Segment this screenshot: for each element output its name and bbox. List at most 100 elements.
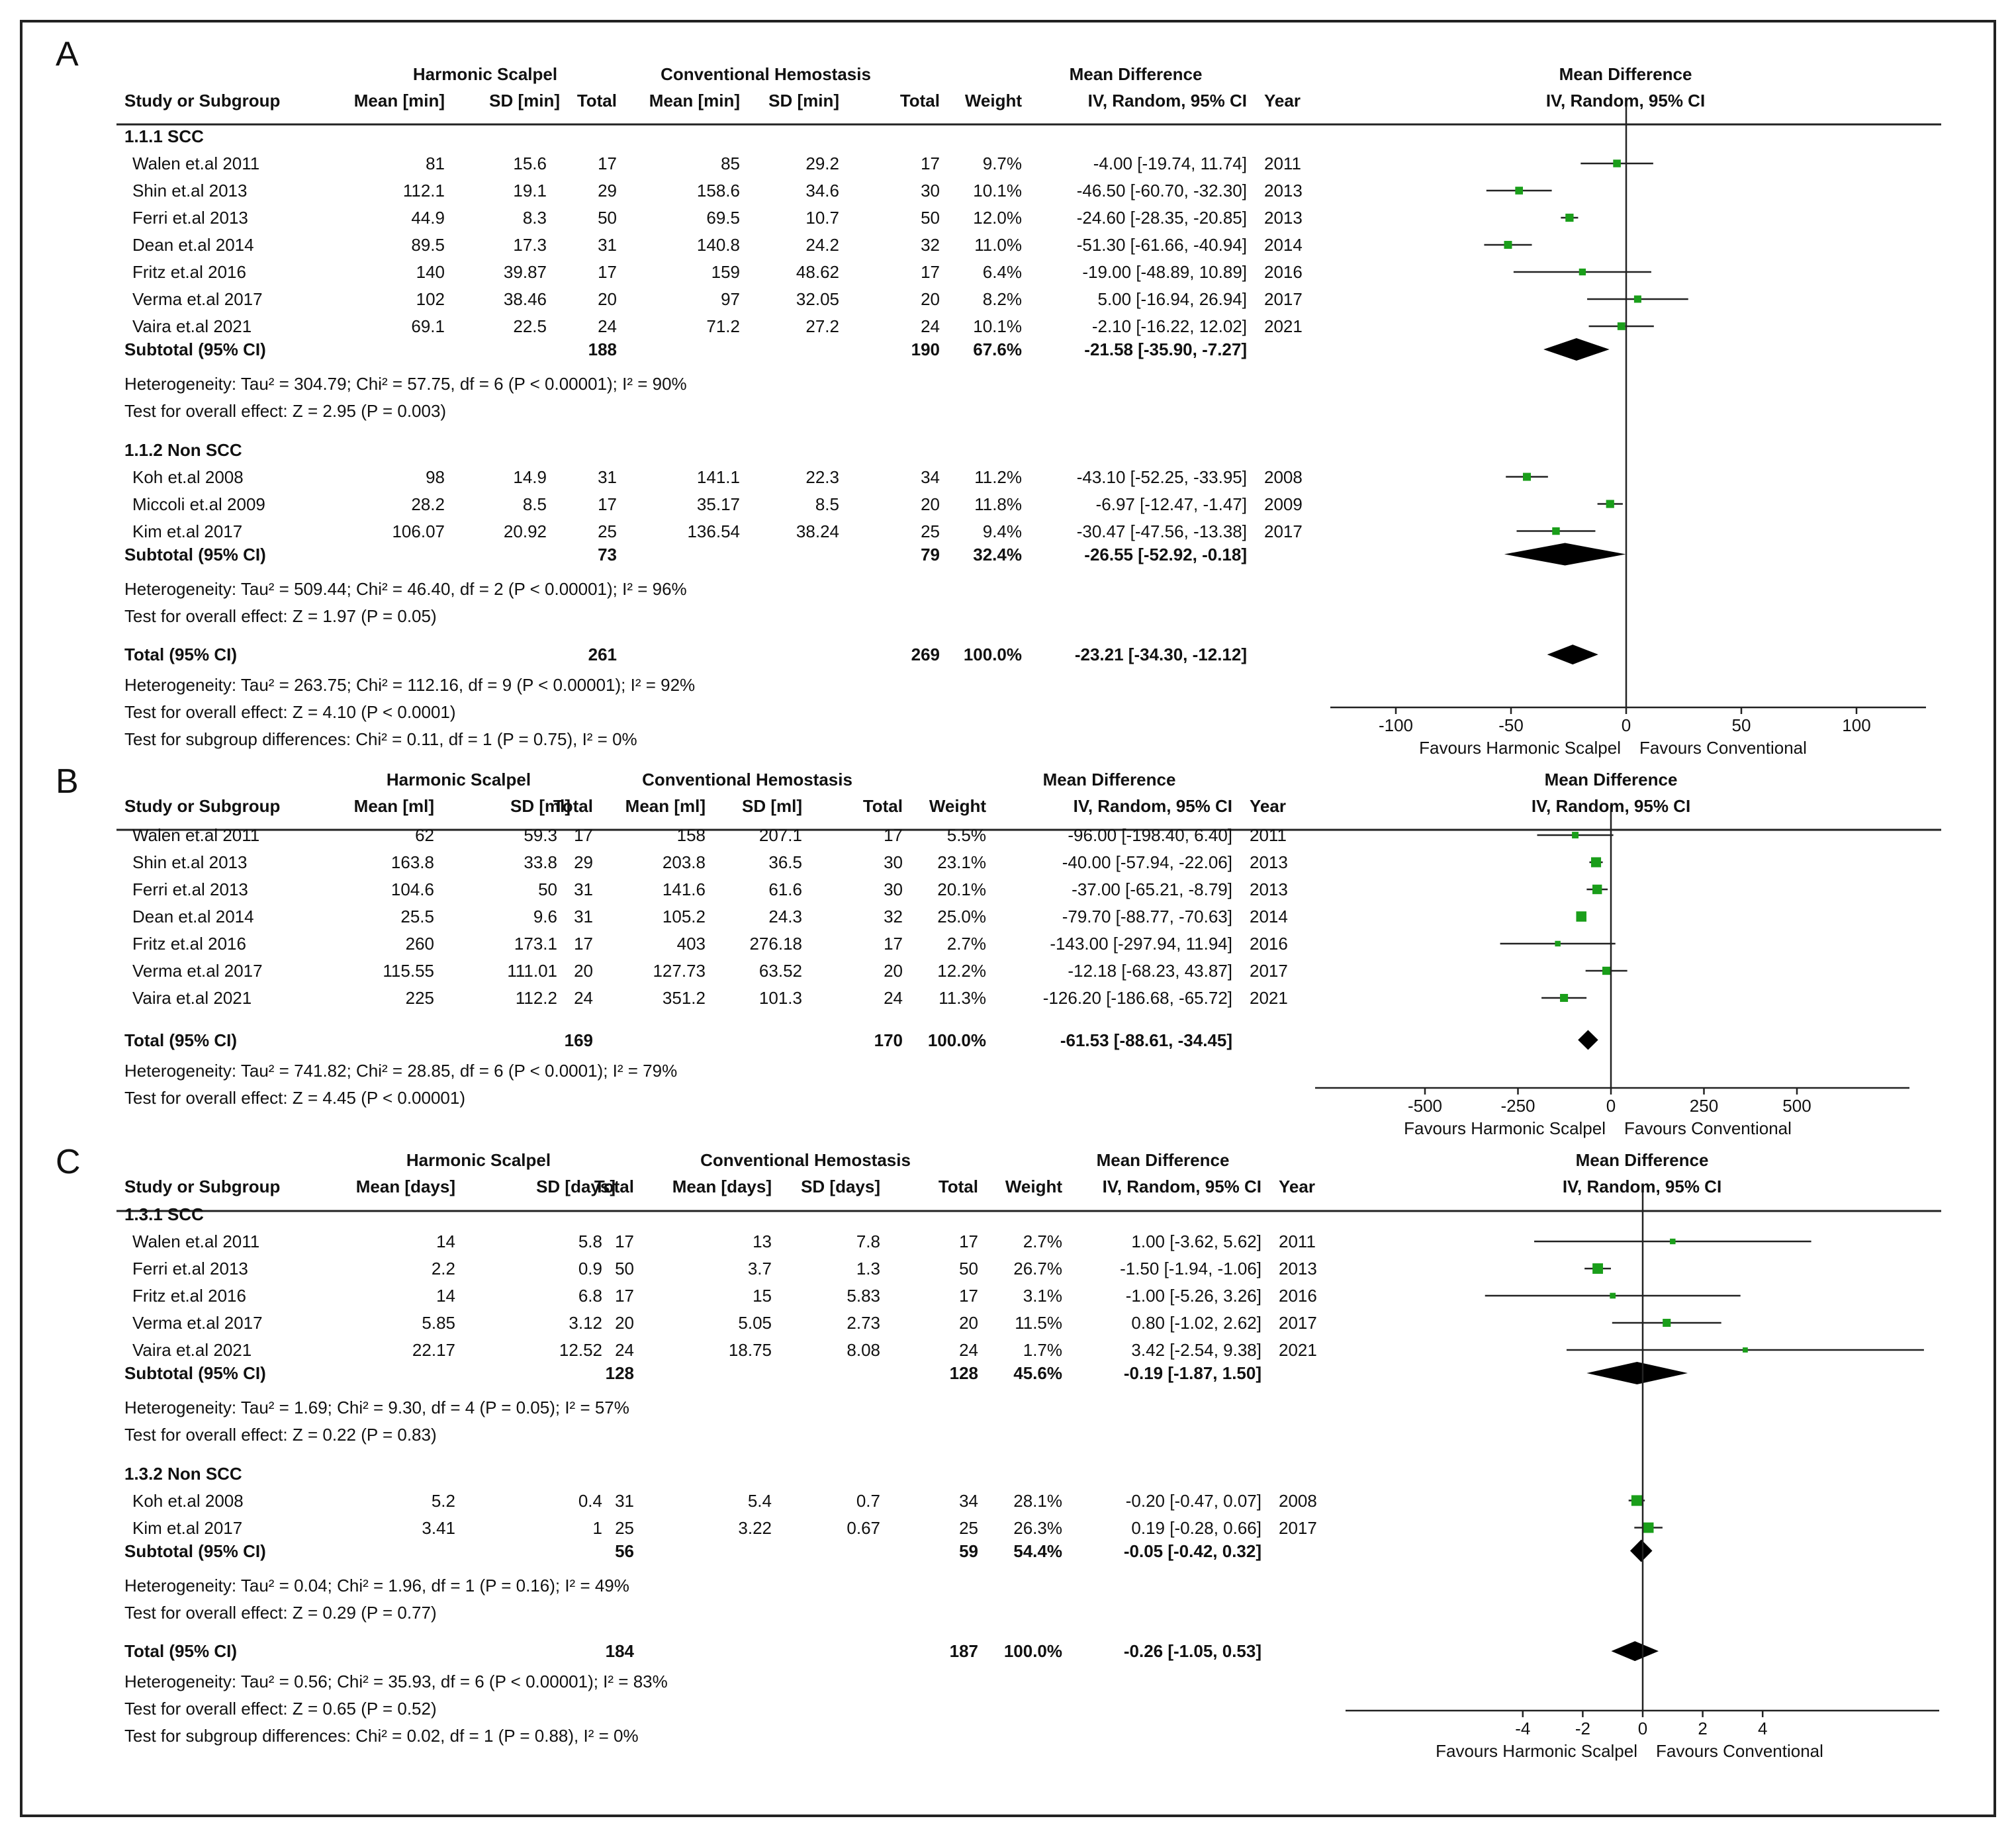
- study-name: Verma et.al 2017: [132, 1313, 263, 1333]
- year-value: 2017: [1250, 961, 1288, 981]
- sd2-value: 38.24: [796, 521, 839, 541]
- statistics-note: Test for subgroup differences: Chi² = 0.…: [124, 1726, 639, 1746]
- study-name: Kim et.al 2017: [132, 521, 243, 541]
- total1-value: 29: [598, 181, 617, 201]
- weight-value: 20.1%: [937, 879, 986, 899]
- total1-value: 31: [598, 235, 617, 255]
- total1-value: 17: [598, 494, 617, 514]
- header-mean1: Mean [ml]: [353, 796, 434, 816]
- point-estimate-marker: [1617, 322, 1626, 330]
- mean2-value: 97: [721, 289, 740, 309]
- mean1-value: 260: [405, 934, 434, 954]
- total-label: Total (95% CI): [124, 1641, 237, 1662]
- total1-value: 29: [574, 852, 593, 872]
- header-mean1: Mean [min]: [353, 91, 445, 111]
- panel-label: A: [56, 35, 79, 73]
- x-tick-label: -50: [1498, 715, 1524, 735]
- study-name: Verma et.al 2017: [132, 289, 263, 309]
- x-tick-label: 0: [1637, 1719, 1648, 1738]
- header-sd1: SD [ml]: [510, 796, 571, 816]
- point-estimate-marker: [1610, 1292, 1616, 1299]
- sd2-value: 36.5: [768, 852, 802, 872]
- sd1-value: 8.5: [522, 494, 547, 514]
- total1-value: 24: [598, 316, 617, 336]
- subgroup-heading: 1.1.2 Non SCC: [124, 439, 242, 460]
- weight-value: 3.1%: [1023, 1286, 1062, 1306]
- effect-ci-value: -19.00 [-48.89, 10.89]: [1082, 262, 1247, 282]
- header-year: Year: [1279, 1177, 1315, 1196]
- favours-left-label: Favours Harmonic Scalpel: [1436, 1741, 1637, 1761]
- subgroup-heading: 1.1.1 SCC: [124, 126, 204, 146]
- statistics-note: Test for overall effect: Z = 1.97 (P = 0…: [124, 605, 437, 626]
- study-name: Walen et.al 2011: [132, 154, 260, 173]
- weight-value: 100.0%: [927, 1030, 986, 1050]
- point-estimate-marker: [1579, 268, 1586, 276]
- sd2-value: 276.18: [749, 934, 802, 954]
- total2-value: 30: [884, 879, 903, 899]
- header-study: Study or Subgroup: [124, 1177, 281, 1196]
- x-tick-label: 2: [1698, 1719, 1708, 1738]
- mean1-value: 14: [436, 1286, 455, 1306]
- total1-value: 17: [574, 934, 593, 954]
- year-value: 2013: [1250, 852, 1288, 872]
- x-tick-label: -4: [1515, 1719, 1531, 1738]
- header-sd1: SD [min]: [489, 91, 560, 111]
- mean1-value: 5.85: [422, 1313, 455, 1333]
- effect-ci-value: -21.58 [-35.90, -7.27]: [1084, 339, 1247, 359]
- point-estimate-marker: [1590, 857, 1602, 868]
- header-year: Year: [1264, 91, 1301, 111]
- total1-value: 24: [574, 988, 593, 1008]
- sd2-value: 101.3: [758, 988, 802, 1008]
- mean2-value: 15: [753, 1286, 772, 1306]
- mean2-value: 158.6: [696, 181, 740, 201]
- effect-ci-value: 0.19 [-0.28, 0.66]: [1131, 1517, 1261, 1538]
- total1-value: 31: [574, 907, 593, 926]
- sd1-value: 9.6: [533, 907, 557, 926]
- point-estimate-marker: [1560, 993, 1569, 1003]
- subgroup-heading: 1.3.1 SCC: [124, 1204, 204, 1224]
- mean1-value: 225: [405, 988, 434, 1008]
- weight-value: 11.0%: [974, 235, 1022, 255]
- header-sd2: SD [min]: [768, 91, 839, 111]
- header-total1: Total: [576, 91, 617, 111]
- weight-value: 10.1%: [973, 316, 1022, 336]
- mean2-value: 5.4: [747, 1490, 772, 1511]
- year-value: 2017: [1279, 1313, 1317, 1333]
- study-name: Vaira et.al 2021: [132, 316, 252, 336]
- year-value: 2017: [1264, 289, 1303, 309]
- mean1-value: 28.2: [411, 494, 445, 514]
- weight-value: 28.1%: [1013, 1490, 1062, 1511]
- header-sd2: SD [ml]: [742, 796, 802, 816]
- total1-value: 20: [598, 289, 617, 309]
- effect-ci-value: -24.60 [-28.35, -20.85]: [1076, 208, 1247, 228]
- sd2-value: 48.62: [796, 262, 839, 282]
- total2-value: 30: [921, 181, 940, 201]
- subgroup-heading: 1.3.2 Non SCC: [124, 1463, 242, 1484]
- header-effect-method: IV, Random, 95% CI: [1087, 91, 1247, 111]
- sd1-value: 6.8: [578, 1286, 602, 1306]
- effect-ci-value: 5.00 [-16.94, 26.94]: [1097, 289, 1247, 309]
- sd1-value: 39.87: [503, 262, 547, 282]
- point-estimate-marker: [1592, 884, 1602, 895]
- total2-value: 20: [884, 961, 903, 981]
- total1-value: 20: [615, 1313, 634, 1333]
- header-plot-method: IV, Random, 95% CI: [1531, 796, 1691, 816]
- weight-value: 2.7%: [1023, 1232, 1062, 1251]
- total2-value: 24: [959, 1340, 978, 1360]
- weight-value: 11.3%: [939, 988, 986, 1008]
- total1-value: 17: [598, 154, 617, 173]
- header-effect-title: Mean Difference: [1069, 64, 1203, 84]
- year-value: 2013: [1264, 181, 1303, 201]
- year-value: 2021: [1250, 988, 1288, 1008]
- weight-value: 8.2%: [982, 289, 1022, 309]
- year-value: 2016: [1250, 934, 1288, 954]
- point-estimate-marker: [1552, 527, 1560, 535]
- header-total2: Total: [862, 796, 903, 816]
- total2-value: 17: [921, 262, 940, 282]
- sd2-value: 24.3: [768, 907, 802, 926]
- study-name: Ferri et.al 2013: [132, 1259, 248, 1278]
- header-mean2: Mean [min]: [649, 91, 740, 111]
- total2-value: 269: [911, 645, 940, 665]
- year-value: 2021: [1279, 1340, 1317, 1360]
- effect-ci-value: -40.00 [-57.94, -22.06]: [1062, 852, 1232, 872]
